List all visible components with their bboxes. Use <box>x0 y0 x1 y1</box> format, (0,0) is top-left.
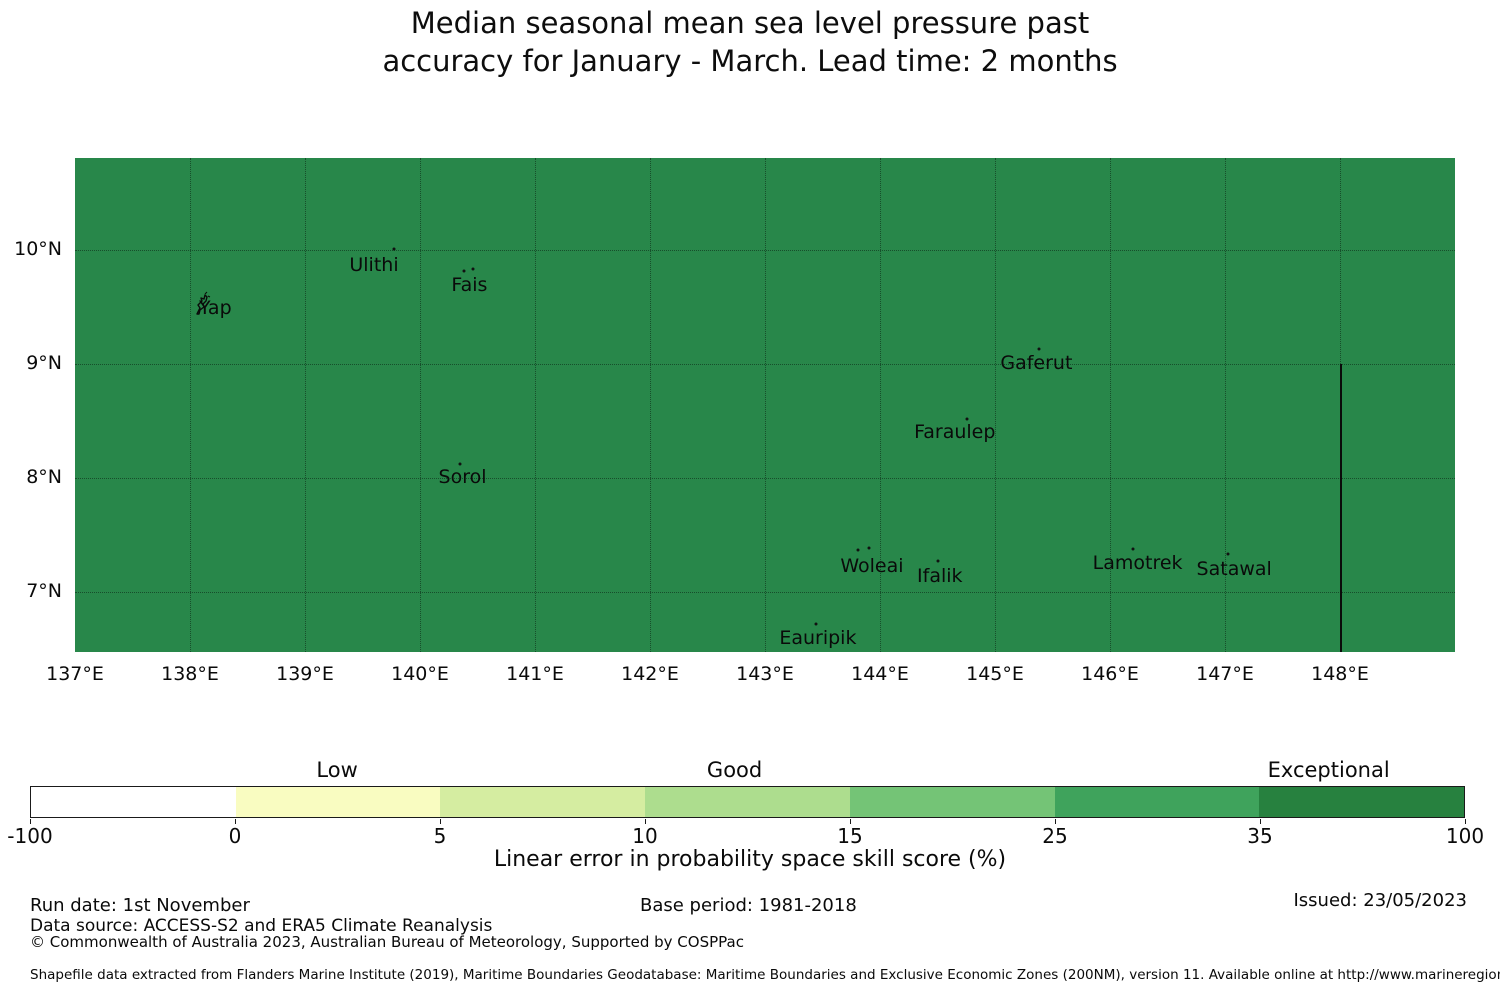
colorbar-tick-label: 0 <box>228 824 242 848</box>
run-date-text: Run date: 1st November <box>30 895 250 916</box>
island-label: Yap <box>198 297 232 320</box>
colorbar-axis-label: Linear error in probability space skill … <box>493 847 1007 872</box>
colorbar-tick-label: 35 <box>1247 824 1273 848</box>
lon-gridline <box>765 158 766 652</box>
colorbar-segment <box>440 787 646 817</box>
colorbar-tick-label: 100 <box>1445 824 1485 848</box>
island-marker <box>392 247 396 251</box>
lon-tick-label: 144°E <box>851 663 909 685</box>
lon-tick-label: 145°E <box>966 663 1024 685</box>
issued-date-text: Issued: 23/05/2023 <box>1293 890 1467 911</box>
colorbar <box>30 786 1465 818</box>
lat-tick-label: 10°N <box>14 237 62 260</box>
lon-tick-label: 139°E <box>276 663 334 685</box>
lon-tick-label: 142°E <box>621 663 679 685</box>
lat-tick-label: 7°N <box>26 579 62 602</box>
lon-tick-label: 147°E <box>1196 663 1254 685</box>
lon-gridline <box>190 158 191 652</box>
colorbar-tick-mark <box>645 819 646 824</box>
colorbar-tick-label: -100 <box>7 824 53 848</box>
lon-tick-label: 146°E <box>1081 663 1139 685</box>
colorbar-tick-mark <box>30 819 31 824</box>
colorbar-tick-mark <box>235 819 236 824</box>
lat-gridline <box>75 363 1455 365</box>
island-marker <box>1131 547 1135 551</box>
colorbar-tick-mark <box>1260 819 1261 824</box>
colorbar-tick-mark <box>850 819 851 824</box>
island-marker <box>965 417 969 421</box>
lon-tick-label: 140°E <box>391 663 449 685</box>
colorbar-tick-mark <box>1055 819 1056 824</box>
lon-tick-label: 137°E <box>46 663 104 685</box>
island-marker <box>462 269 466 273</box>
colorbar-tick-label: 25 <box>1042 824 1068 848</box>
lon-tick-label: 138°E <box>161 663 219 685</box>
base-period-text: Base period: 1981-2018 <box>640 895 857 916</box>
island-label: Gaferut <box>1000 351 1073 374</box>
colorbar-tick-label: 15 <box>837 824 863 848</box>
island-label: Lamotrek <box>1092 552 1183 575</box>
figure-title-line2: accuracy for January - March. Lead time:… <box>382 44 1118 78</box>
colorbar-tick-mark <box>440 819 441 824</box>
island-marker <box>936 559 939 563</box>
colorbar-category-label: Exceptional <box>1267 758 1390 782</box>
lat-tick-label: 8°N <box>26 465 62 488</box>
lon-tick-label: 143°E <box>736 663 794 685</box>
island-marker <box>1226 552 1230 556</box>
island-marker <box>1037 347 1041 351</box>
island-label: Sorol <box>438 465 487 488</box>
lon-gridline <box>535 158 536 652</box>
island-label: Ifalik <box>917 565 963 588</box>
map-canvas: Yap Ulithi Fais Sorol Gaferut Faraulep Woleai I… <box>75 158 1455 653</box>
island-label: Satawal <box>1196 558 1272 581</box>
colorbar-segment <box>31 787 236 817</box>
colorbar-category-label: Low <box>316 758 358 782</box>
yap-island-outline-icon <box>196 291 211 315</box>
lon-tick-label: 141°E <box>506 663 564 685</box>
island-label: Eauripik <box>779 626 857 649</box>
island-label: Faraulep <box>914 421 996 444</box>
colorbar-segment <box>645 787 850 817</box>
figure-title: Median seasonal mean sea level pressure … <box>0 4 1500 80</box>
colorbar-segment <box>849 787 1055 817</box>
colorbar-segment <box>235 787 441 817</box>
lon-gridline <box>650 158 651 652</box>
data-source-text: Data source: ACCESS-S2 and ERA5 Climate … <box>30 916 493 936</box>
lon-gridline <box>880 158 881 652</box>
colorbar-tick-label: 5 <box>433 824 447 848</box>
colorbar-tick-label: 10 <box>632 824 658 848</box>
lon-gridline <box>995 158 996 652</box>
colorbar-segment <box>1259 787 1465 817</box>
lat-gridline <box>75 249 1455 251</box>
lat-tick-label: 9°N <box>26 351 62 374</box>
island-marker <box>458 462 462 466</box>
island-marker <box>814 622 818 626</box>
island-label: Ulithi <box>349 253 399 276</box>
lon-tick-label: 148°E <box>1311 663 1369 685</box>
lon-gridline <box>1110 158 1111 652</box>
lat-gridline <box>75 591 1455 593</box>
island-marker <box>471 267 475 271</box>
lon-gridline <box>1225 158 1226 652</box>
lon-gridline <box>420 158 421 652</box>
colorbar-segment <box>1054 787 1260 817</box>
lat-gridline <box>75 477 1455 479</box>
island-label: Woleai <box>840 554 904 577</box>
colorbar-tick-mark <box>1465 819 1466 824</box>
lon-gridline <box>305 158 306 652</box>
figure-title-line1: Median seasonal mean sea level pressure … <box>410 6 1090 40</box>
island-marker <box>856 548 860 552</box>
island-marker <box>867 546 870 550</box>
island-label: Fais <box>451 274 488 297</box>
copyright-text: © Commonwealth of Australia 2023, Austra… <box>30 933 744 951</box>
colorbar-category-label: Good <box>706 758 763 782</box>
eez-boundary-line <box>1340 363 1342 653</box>
shapefile-attribution-text: Shapefile data extracted from Flanders M… <box>30 967 1500 983</box>
